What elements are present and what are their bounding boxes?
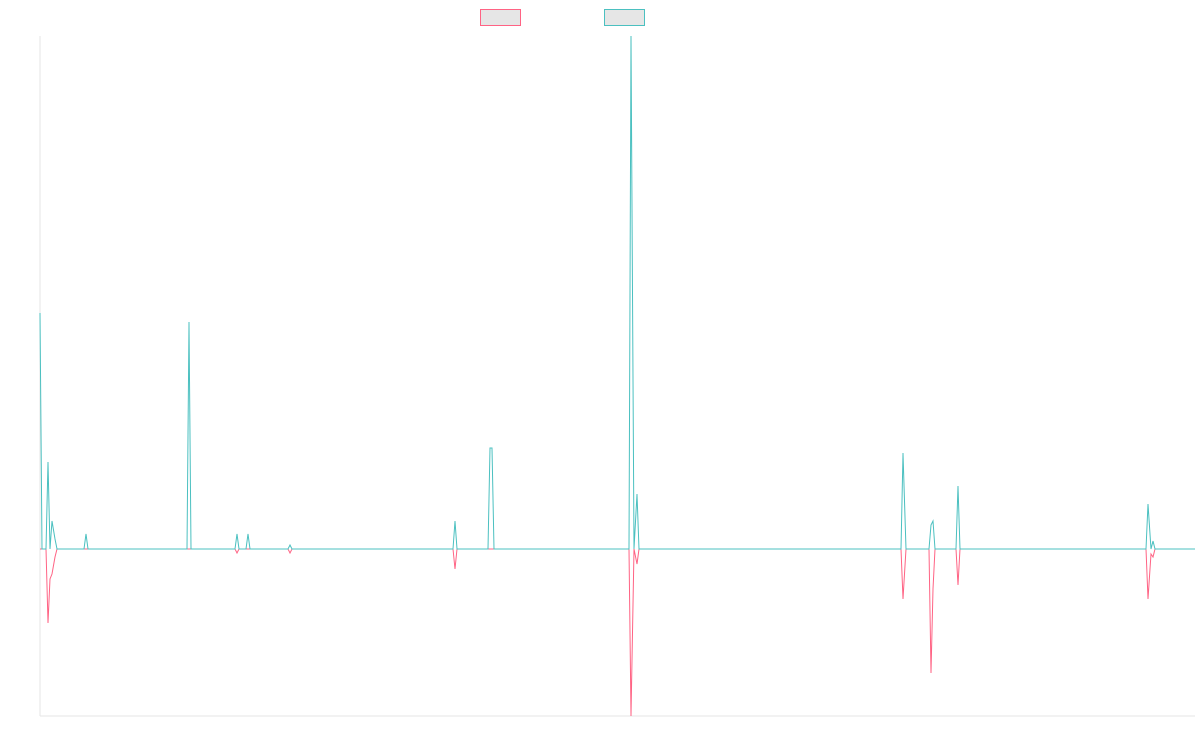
legend-swatch[interactable] bbox=[480, 9, 521, 26]
series-line bbox=[40, 548, 1195, 717]
series-line bbox=[39, 35, 1195, 550]
legend-swatch[interactable] bbox=[604, 9, 645, 26]
